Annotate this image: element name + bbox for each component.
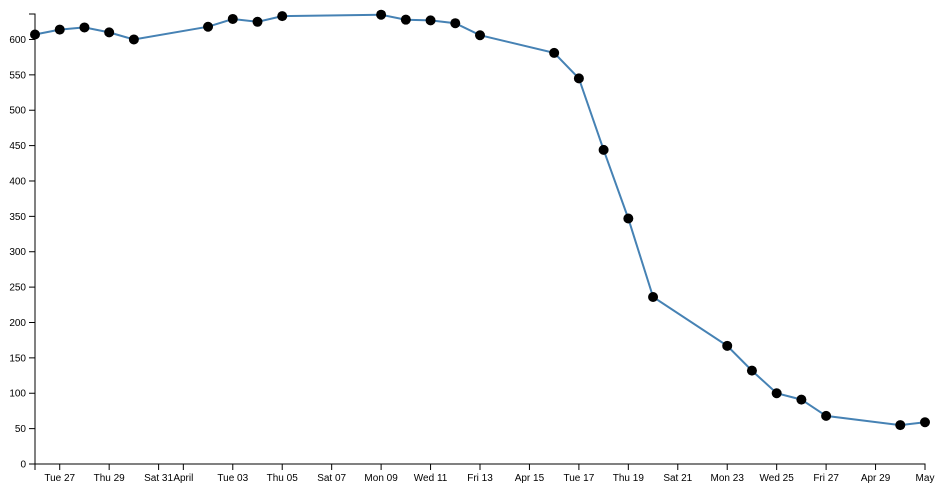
data-point [771,388,782,399]
data-point [203,21,214,32]
x-tick: Thu 29 [94,464,126,484]
y-axis-line [29,13,36,465]
x-tick: Apr 29 [861,464,891,484]
data-point [746,365,757,376]
x-tick-label: Wed 11 [414,473,448,484]
x-tick: Apr 15 [515,464,545,484]
data-point [252,16,263,27]
x-tick: Sat 07 [317,464,347,484]
x-tick: Tue 03 [217,464,249,484]
y-axis: 0 50 100 150 200 250 300 350 400 450 500 550 600 [9,13,36,471]
y-tick: 600 [9,35,35,46]
x-tick-label: Sat 07 [317,473,346,484]
y-tick: 200 [9,318,35,329]
x-tick-label: April [173,473,193,484]
x-tick-label: May [916,473,935,484]
data-point [450,18,461,29]
y-tick-label: 550 [9,70,26,81]
y-tick: 400 [9,176,35,187]
x-tick: Tue 27 [44,464,76,484]
x-tick: Wed 11 [414,464,448,484]
data-point [30,29,40,40]
y-tick: 50 [15,424,35,435]
x-tick-label: Mon 09 [364,473,398,484]
y-tick: 450 [9,141,35,152]
y-tick: 100 [9,389,35,400]
y-tick-label: 600 [9,35,26,46]
data-point [722,340,733,351]
y-tick: 150 [9,353,35,364]
y-tick: 500 [9,106,35,117]
y-tick: 350 [9,212,35,223]
y-tick: 250 [9,283,35,294]
data-point [277,11,288,22]
x-tick-label: Wed 25 [760,473,795,484]
x-tick-label: Apr 15 [515,473,545,484]
data-point [400,14,411,25]
x-tick-label: Sat 31 [144,473,173,484]
data-point [796,394,807,405]
series-line [34,13,926,427]
x-tick-label: Thu 19 [613,473,645,484]
x-tick: Sat 31 [144,464,173,484]
x-tick-label: Thu 05 [267,473,299,484]
data-point [549,47,560,58]
x-tick-label: Thu 29 [94,473,126,484]
y-tick-label: 450 [9,141,26,152]
x-tick: Tue 17 [564,464,595,484]
y-tick: 0 [20,460,35,471]
data-point [598,144,609,155]
x-tick: Fri 27 [813,464,839,484]
y-tick-label: 350 [9,212,26,223]
data-point [79,22,90,33]
x-tick-label: Tue 03 [217,473,248,484]
x-axis: Tue 27 Thu 29 Sat 31 April Tue 03 Thu 05 Sat 0… [34,463,935,484]
data-point [895,420,906,431]
data-point [920,417,930,428]
x-tick-label: Mon 23 [711,473,745,484]
x-tick-label: Fri 27 [813,473,839,484]
data-points [30,9,930,431]
y-tick: 300 [9,247,35,258]
data-point [54,24,65,35]
x-tick: April [173,464,193,484]
data-point [104,27,115,38]
x-tick-label: Apr 29 [861,473,891,484]
x-tick: Thu 05 [267,464,299,484]
x-tick: Sat 21 [663,464,693,484]
y-tick-label: 300 [9,247,26,258]
x-tick: May [916,464,935,484]
data-point [376,9,387,20]
data-point [573,73,584,84]
y-tick-label: 200 [9,318,26,329]
x-tick-label: Fri 13 [467,473,493,484]
x-tick-label: Tue 17 [564,473,595,484]
x-tick: Mon 23 [711,464,745,484]
x-tick-label: Sat 21 [663,473,692,484]
y-tick-label: 250 [9,283,26,294]
y-tick-label: 100 [9,389,26,400]
data-point [128,34,139,45]
data-point [227,13,238,24]
y-tick-label: 400 [9,176,26,187]
data-point [623,213,634,224]
data-point [648,292,659,303]
x-tick: Wed 25 [760,464,795,484]
y-tick-label: 0 [20,460,26,471]
y-tick: 550 [9,70,35,81]
y-tick-label: 500 [9,106,26,117]
x-tick: Fri 13 [467,464,493,484]
data-point [475,30,485,41]
y-tick-label: 150 [9,353,26,364]
y-tick-label: 50 [15,424,27,435]
data-point [425,15,436,26]
data-point [821,410,832,421]
x-tick: Thu 19 [613,464,645,484]
x-tick: Mon 09 [364,464,398,484]
x-tick-label: Tue 27 [44,473,75,484]
